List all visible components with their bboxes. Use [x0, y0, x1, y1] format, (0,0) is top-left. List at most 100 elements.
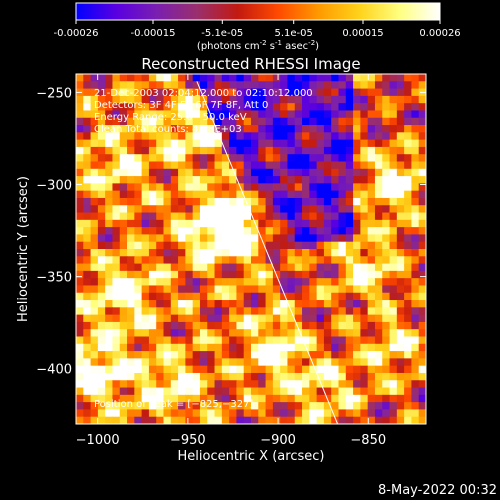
- heatmap-cell: [323, 416, 332, 424]
- heatmap-cell: [411, 227, 420, 236]
- heatmap-cell: [207, 125, 216, 133]
- heatmap-cell: [251, 358, 259, 367]
- heatmap-cell: [411, 161, 420, 170]
- heatmap-cell: [221, 394, 230, 403]
- heatmap-cell: [221, 132, 230, 141]
- heatmap-cell: [294, 110, 303, 119]
- heatmap-cell: [105, 190, 114, 199]
- heatmap-cell: [374, 154, 383, 163]
- heatmap-cell: [382, 227, 391, 236]
- heatmap-cell: [353, 212, 361, 221]
- heatmap-cell: [178, 256, 186, 265]
- heatmap-cell: [229, 394, 238, 403]
- heatmap-cell: [360, 110, 369, 119]
- heatmap-cell: [127, 409, 135, 418]
- heatmap-cell: [316, 416, 325, 424]
- heatmap-cell: [229, 139, 238, 148]
- heatmap-cell: [309, 256, 318, 265]
- heatmap-cell: [280, 132, 289, 141]
- heatmap-cell: [76, 168, 84, 177]
- heatmap-cell: [272, 263, 281, 272]
- heatmap-cell: [396, 278, 405, 287]
- heatmap-cell: [418, 285, 426, 294]
- heatmap-cell: [338, 125, 347, 133]
- heatmap-cell: [221, 88, 230, 97]
- heatmap-cell: [134, 270, 143, 279]
- heatmap-cell: [265, 74, 274, 82]
- heatmap-cell: [199, 351, 208, 359]
- heatmap-cell: [76, 74, 84, 82]
- heatmap-cell: [105, 205, 114, 214]
- heatmap-cell: [374, 409, 383, 418]
- heatmap-cell: [389, 416, 398, 424]
- heatmap-cell: [97, 263, 106, 272]
- heatmap-cell: [112, 314, 121, 323]
- heatmap-cell: [199, 416, 208, 424]
- heatmap-cell: [418, 372, 426, 381]
- heatmap-cell: [374, 307, 383, 316]
- heatmap-cell: [404, 146, 413, 155]
- heatmap-cell: [134, 212, 143, 221]
- heatmap-cell: [265, 307, 274, 316]
- heatmap-cell: [331, 307, 340, 316]
- heatmap-cell: [127, 292, 135, 301]
- heatmap-cell: [251, 387, 259, 396]
- heatmap-cell: [404, 343, 413, 352]
- heatmap-cell: [229, 270, 238, 279]
- heatmap-cell: [345, 176, 354, 184]
- heatmap-cell: [163, 197, 172, 206]
- heatmap-cell: [119, 380, 128, 389]
- heatmap-cell: [134, 372, 143, 381]
- heatmap-cell: [214, 146, 223, 155]
- heatmap-cell: [251, 161, 259, 170]
- heatmap-cell: [272, 292, 281, 301]
- heatmap-cell: [382, 256, 391, 265]
- heatmap-cell: [134, 197, 143, 206]
- heatmap-cell: [90, 110, 99, 119]
- heatmap-cell: [185, 321, 194, 330]
- heatmap-cell: [119, 300, 128, 308]
- heatmap-cell: [272, 336, 281, 345]
- heatmap-cell: [185, 146, 194, 155]
- heatmap-cell: [243, 351, 252, 359]
- heatmap-cell: [90, 146, 99, 155]
- heatmap-cell: [251, 336, 259, 345]
- heatmap-cell: [265, 343, 274, 352]
- heatmap-cell: [229, 205, 238, 214]
- heatmap-cell: [258, 380, 267, 389]
- heatmap-cell: [170, 365, 179, 374]
- heatmap-cell: [148, 241, 157, 250]
- heatmap-cell: [258, 74, 267, 82]
- heatmap-cell: [302, 351, 310, 359]
- heatmap-cell: [374, 132, 383, 141]
- heatmap-cell: [229, 241, 238, 250]
- heatmap-cell: [192, 416, 201, 424]
- heatmap-cell: [353, 241, 361, 250]
- heatmap-cell: [76, 154, 84, 163]
- heatmap-cell: [134, 278, 143, 287]
- heatmap-cell: [105, 270, 114, 279]
- heatmap-cell: [134, 176, 143, 184]
- heatmap-cell: [134, 190, 143, 199]
- heatmap-cell: [309, 212, 318, 221]
- heatmap-cell: [112, 197, 121, 206]
- heatmap-cell: [367, 263, 376, 272]
- heatmap-cell: [411, 146, 420, 155]
- heatmap-cell: [185, 197, 194, 206]
- heatmap-cell: [331, 394, 340, 403]
- heatmap-cell: [214, 212, 223, 221]
- heatmap-cell: [258, 365, 267, 374]
- heatmap-cell: [83, 351, 92, 359]
- heatmap-cell: [83, 88, 92, 97]
- heatmap-cell: [309, 263, 318, 272]
- heatmap-cell: [214, 387, 223, 396]
- heatmap-cell: [323, 307, 332, 316]
- heatmap-cell: [353, 409, 361, 418]
- heatmap-cell: [287, 372, 296, 381]
- heatmap-cell: [374, 234, 383, 243]
- heatmap-cell: [374, 329, 383, 338]
- heatmap-cell: [265, 416, 274, 424]
- heatmap-cell: [316, 380, 325, 389]
- heatmap-cell: [163, 387, 172, 396]
- heatmap-cell: [163, 139, 172, 148]
